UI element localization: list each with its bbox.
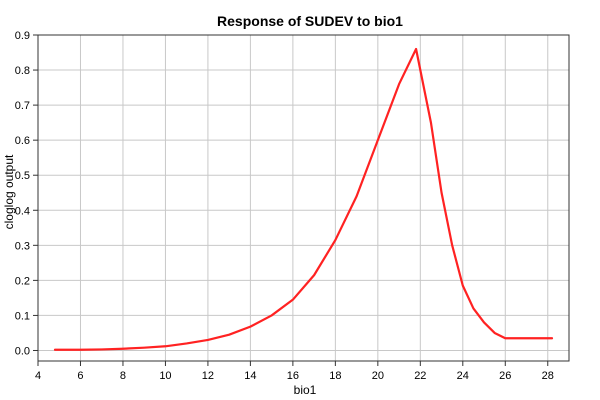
- y-tick-label: 0.6: [15, 135, 30, 147]
- y-tick-label: 0.7: [15, 100, 30, 112]
- y-tick-label: 0.5: [15, 170, 30, 182]
- x-tick-label: 8: [120, 370, 126, 382]
- plot-area-frame: [37, 34, 570, 362]
- x-tick-label: 14: [244, 370, 256, 382]
- x-tick-label: 28: [542, 370, 554, 382]
- x-tick-label: 10: [159, 370, 171, 382]
- y-tick-label: 0.8: [15, 65, 30, 77]
- x-tick-label: 16: [287, 370, 299, 382]
- x-axis-label: bio1: [294, 383, 317, 397]
- series-group: [53, 47, 554, 351]
- grid-lines: [37, 34, 569, 361]
- x-tick-label: 22: [414, 370, 426, 382]
- chart-title: Response of SUDEV to bio1: [217, 13, 403, 29]
- x-tick-label: 18: [329, 370, 341, 382]
- x-tick-label: 24: [457, 370, 469, 382]
- series-line: [53, 47, 554, 351]
- y-tick-label: 0.9: [15, 30, 30, 42]
- y-tick-label: 0.1: [15, 310, 30, 322]
- axis-tick-labels: 4 6 8 10 12 14 16 18 20 22 24 26 28 0.0 0.1 0.2 0.3 0.4 0.…: [15, 30, 554, 382]
- x-tick-label: 6: [77, 370, 83, 382]
- y-tick-label: 0.3: [15, 240, 30, 252]
- y-tick-label: 0.0: [15, 345, 30, 357]
- x-tick-label: 12: [202, 370, 214, 382]
- x-tick-label: 26: [499, 370, 511, 382]
- y-axis-label: cloglog output: [2, 154, 16, 229]
- axis-ticks: [33, 34, 549, 366]
- y-tick-label: 0.2: [15, 275, 30, 287]
- x-tick-label: 20: [372, 370, 384, 382]
- x-tick-label: 4: [35, 370, 41, 382]
- y-tick-label: 0.4: [15, 205, 30, 217]
